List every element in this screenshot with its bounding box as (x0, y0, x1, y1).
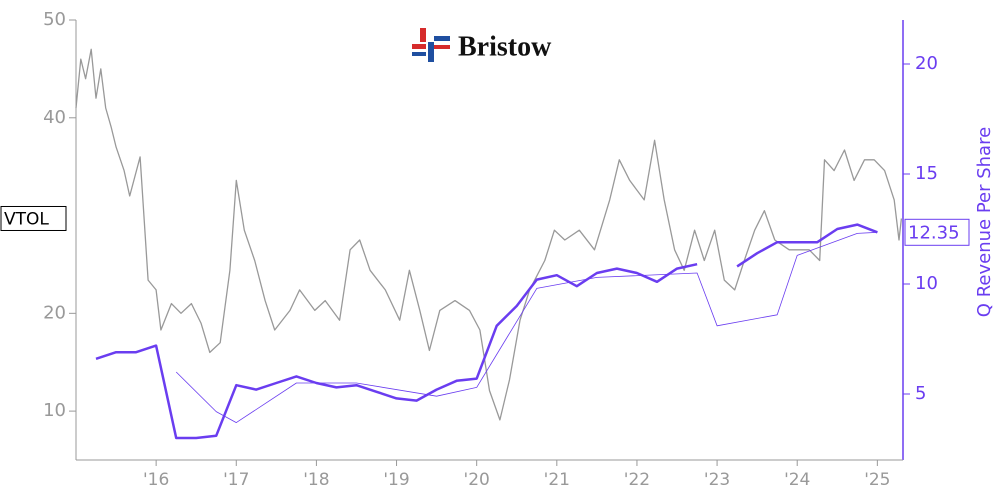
x-tick-label: '25 (864, 470, 890, 490)
x-tick-label: '18 (303, 470, 329, 490)
series-line (75, 48, 903, 421)
x-tick-label: '24 (784, 470, 810, 490)
logo-mark (434, 36, 450, 41)
y-tick-label: 50 (43, 9, 66, 30)
end-value-box (904, 218, 970, 246)
y2-tick-label: 15 (915, 163, 938, 184)
end-value-label: 12.35 (908, 222, 960, 243)
y-tick-label: 40 (43, 107, 66, 128)
logo-mark (434, 45, 450, 49)
x-tick-label: '20 (464, 470, 490, 490)
x-tick-label: '17 (223, 470, 249, 490)
logo-mark (428, 42, 434, 62)
y2-tick-label: 20 (915, 53, 938, 74)
ticker-box (0, 205, 67, 231)
logo-mark (412, 44, 426, 49)
y-tick-label: 10 (43, 400, 66, 421)
x-tick-label: '16 (143, 470, 169, 490)
x-tick-label: '23 (704, 470, 730, 490)
logo-mark (412, 52, 426, 56)
y2-tick-label: 5 (915, 383, 926, 404)
logo-mark (420, 28, 426, 42)
y-tick-label: 20 (43, 302, 66, 323)
x-tick-label: '22 (624, 470, 650, 490)
y2-tick-label: 10 (915, 273, 938, 294)
series-line (95, 223, 878, 440)
y2-axis-label: Q Revenue Per Share (974, 127, 995, 317)
ticker-label: VTOL (4, 209, 49, 229)
series-line (175, 231, 878, 423)
logo-text: Bristow (458, 31, 552, 62)
logo: Bristow (412, 28, 552, 62)
x-tick-label: '19 (383, 470, 409, 490)
x-tick-label: '21 (544, 470, 570, 490)
